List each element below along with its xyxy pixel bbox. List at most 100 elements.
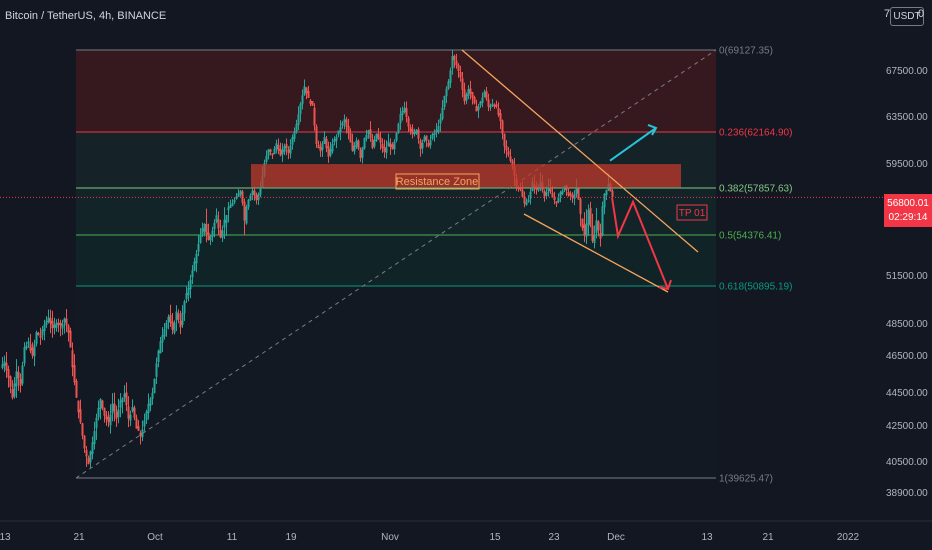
candle-body [153,378,156,393]
candle-body [183,301,186,314]
candle-body [143,420,146,427]
resistance-zone [251,164,681,188]
candle-body [93,431,96,444]
candle-body [141,429,144,438]
candle-body [519,188,522,191]
candle-body [135,418,138,429]
current-price-countdown: 02:29:14 [888,212,928,223]
x-axis-tick-label: 15 [489,532,501,543]
candle-body [605,190,608,195]
candle-body [337,130,340,135]
candle-body [49,317,52,324]
y-axis-tick-label: 44500.00 [886,388,928,399]
chart-title: Bitcoin / TetherUS, 4h, BINANCE [5,10,167,22]
candle-body [411,128,414,135]
channel-lower-line [523,213,669,293]
candle-body [325,138,328,149]
candle-body [285,144,288,149]
candle-body [167,316,170,323]
candle-body [429,140,432,146]
candle-body [479,101,482,106]
candle-body [69,330,72,348]
fib-background-layer [76,50,716,478]
overlay-layer: Resistance Zone TP 01 [0,49,884,293]
candle-body [407,117,410,127]
candle-body [499,113,502,121]
candle-body [417,129,420,139]
candle-body [255,194,258,200]
candle-body [91,442,94,455]
candle-body [507,151,510,156]
candle-body [367,130,370,134]
candle-body [437,125,440,132]
candle-body [435,129,438,132]
candle-body [381,143,384,149]
candle-body [503,133,506,147]
candle-body [179,320,182,328]
candle-body [139,432,142,437]
candle-body [99,399,102,410]
candle-body [495,104,498,107]
candle-body [185,293,188,300]
candle-body [47,317,50,322]
candle-body [409,126,412,132]
candle-body [133,407,136,418]
candle-body [65,318,68,326]
candle-body [485,90,488,99]
candle-body [597,221,600,231]
candle-body [413,131,416,135]
candle-body [395,133,398,141]
candle-body [219,229,222,238]
candle-body [207,232,210,240]
candle-body [161,335,164,343]
x-axis-tick-label: 21 [73,532,85,543]
candle-body [501,120,504,134]
resistance-zone-label: Resistance Zone [396,176,479,188]
candle-body [81,423,84,436]
candle-body [53,324,56,329]
candle-body [347,125,350,134]
candle-body [209,236,212,241]
candle-body [443,95,446,108]
candle-body [455,60,458,66]
candle-body [405,108,408,117]
candle-body [73,365,76,383]
candle-body [321,143,324,150]
candle-body [595,220,598,233]
candle-body [475,106,478,112]
candle-body [343,119,346,123]
candle-body [357,140,360,149]
candle-body [269,149,272,152]
candle-body [39,335,42,338]
candle-body [575,188,578,194]
candle-body [243,201,246,221]
candle-body [553,197,556,201]
candle-body [187,287,190,296]
candle-body [195,253,198,264]
candle-body [151,392,154,400]
candle-body [7,369,10,378]
y-axis-tick-label: 38900.00 [886,488,928,499]
currency-button[interactable]: USDT [890,7,924,26]
candle-body [601,206,604,236]
candle-body [213,222,216,230]
candle-body [491,103,494,106]
candle-body [307,91,310,98]
candle-body [569,193,572,196]
fib-levels-layer: 0(69127.35) 0.236(62164.90) 0.382(57857.63… [76,46,792,485]
candle-body [5,362,8,371]
candle-body [289,145,292,154]
candle-body [111,403,114,414]
candle-body [445,88,448,97]
candle-body [315,126,318,145]
candle-body [229,205,232,208]
candle-body [313,107,316,126]
candle-body [173,322,176,333]
candle-body [225,215,228,223]
candle-body [59,322,62,326]
candle-body [477,106,480,111]
candle-body [227,207,230,211]
candle-body [239,190,242,195]
candle-body [563,185,566,190]
